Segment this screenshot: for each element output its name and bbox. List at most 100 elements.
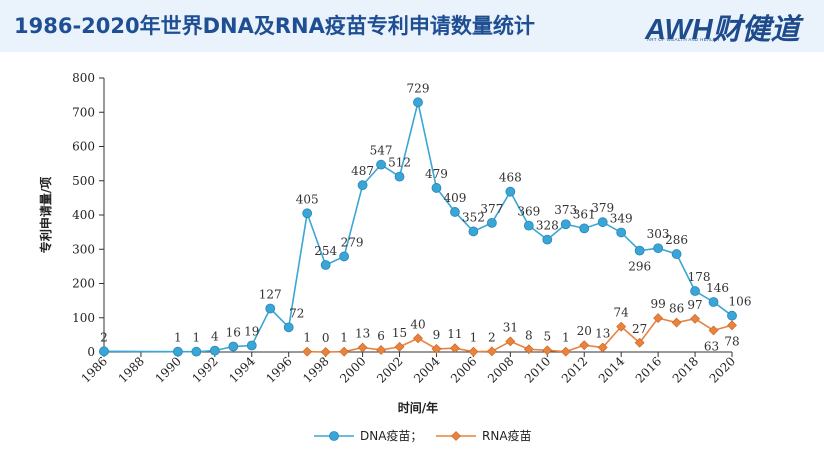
- rna-data-label: 78: [724, 334, 739, 348]
- x-tick-label: 2010: [522, 354, 553, 385]
- dna-data-label: 178: [688, 270, 711, 284]
- rna-point: [413, 333, 423, 344]
- dna-point: [468, 226, 479, 237]
- dna-point: [302, 208, 313, 219]
- header-bar: 1986-2020年世界DNA及RNA疫苗专利申请数量统计 AWH财健道 ART…: [0, 0, 824, 52]
- rna-data-label: 15: [392, 326, 407, 340]
- x-tick-label: 2018: [670, 354, 701, 385]
- dna-data-label: 468: [499, 171, 522, 185]
- dna-data-label: 373: [554, 203, 577, 217]
- x-tick-label: 2014: [596, 354, 628, 386]
- dna-data-label: 328: [536, 219, 559, 233]
- dna-data-label: 409: [443, 191, 466, 205]
- y-tick-label: 500: [72, 174, 95, 188]
- rna-point: [579, 340, 590, 351]
- rna-point: [450, 343, 460, 354]
- dna-point: [505, 186, 516, 197]
- rna-data-label: 1: [562, 331, 570, 345]
- rna-data-label: 5: [543, 329, 551, 343]
- rna-point: [523, 344, 534, 355]
- y-axis-title: 专利申请量/项: [38, 177, 53, 253]
- rna-line: [307, 317, 733, 353]
- x-tick-label: 2002: [374, 354, 405, 385]
- dna-data-label: 1: [193, 331, 201, 345]
- x-axis-title: 时间/年: [398, 400, 438, 415]
- rna-point: [320, 347, 331, 357]
- dna-data-label: 296: [628, 260, 651, 274]
- rna-data-label: 13: [355, 327, 370, 341]
- dna-point: [191, 346, 202, 357]
- rna-data-label: 11: [447, 327, 462, 341]
- dna-data-label: 377: [480, 202, 503, 216]
- dna-data-label: 19: [244, 324, 259, 338]
- x-tick-label: 2008: [485, 354, 516, 385]
- dna-point: [579, 223, 590, 234]
- dna-point: [523, 220, 534, 231]
- rna-data-label: 74: [614, 306, 630, 320]
- dna-point: [708, 297, 719, 307]
- logo-subtext: ART OF WEALTH AND HEALTH: [647, 37, 720, 42]
- dna-point: [283, 322, 294, 333]
- rna-point: [431, 343, 442, 354]
- rna-point: [376, 345, 386, 355]
- x-tick-label: 2004: [411, 354, 443, 386]
- rna-data-label: 97: [687, 298, 702, 312]
- rna-data-label: 0: [322, 331, 330, 345]
- x-tick-label: 2006: [448, 354, 479, 385]
- dna-point: [357, 180, 368, 191]
- rna-point: [394, 341, 405, 352]
- dna-data-label: 72: [289, 306, 304, 320]
- chart-card: 0 100 200 300 400 500 600 700 800 1986 1988 1990 199…: [10, 58, 814, 466]
- rna-data-label: 20: [577, 324, 592, 338]
- y-tick-label: 100: [72, 311, 95, 325]
- rna-point: [486, 346, 497, 357]
- rna-point: [542, 345, 553, 356]
- rna-data-label: 27: [632, 322, 647, 336]
- rna-data-label: 13: [595, 327, 610, 341]
- dna-point: [265, 303, 276, 314]
- x-tick-label: 2012: [559, 354, 590, 385]
- y-tick-label: 800: [72, 71, 95, 85]
- rna-point: [727, 320, 737, 331]
- rna-point: [302, 346, 313, 357]
- rna-point: [357, 342, 368, 353]
- y-tick-label: 200: [72, 277, 95, 291]
- rna-data-label: 1: [303, 331, 311, 345]
- x-tick-label: 1988: [116, 354, 147, 385]
- dna-point: [320, 260, 331, 270]
- x-tick-label: 1990: [153, 354, 184, 385]
- dna-point: [99, 346, 109, 357]
- dna-point: [394, 171, 405, 182]
- rna-data-label: 63: [704, 339, 719, 353]
- dna-data-label: 279: [341, 235, 364, 249]
- dna-data-label: 479: [425, 167, 448, 181]
- dna-point: [486, 217, 497, 228]
- dna-point: [616, 227, 627, 238]
- dna-data-label: 352: [462, 210, 485, 224]
- dna-data-label: 349: [610, 211, 633, 225]
- dna-point: [376, 159, 386, 170]
- rna-point: [653, 313, 664, 324]
- rna-data-label: 31: [503, 320, 518, 334]
- dna-point: [671, 249, 682, 259]
- dna-point: [431, 183, 442, 193]
- y-tick-label: 0: [87, 345, 95, 359]
- dna-data-label: 487: [351, 164, 374, 178]
- y-tick-label: 300: [72, 242, 95, 256]
- rna-point: [616, 321, 627, 332]
- x-tick-label: 2016: [633, 354, 664, 385]
- y-tick-label: 700: [72, 105, 95, 119]
- rna-point: [708, 325, 719, 336]
- rna-data-label: 6: [377, 329, 385, 343]
- rna-data-label: 86: [669, 302, 684, 316]
- dna-data-label: 405: [296, 192, 319, 206]
- x-tick-label: 2020: [707, 354, 738, 385]
- rna-point: [690, 313, 700, 324]
- dna-data-label: 106: [729, 295, 752, 309]
- y-tick-label: 600: [72, 140, 95, 154]
- dna-data-label: 369: [517, 205, 540, 219]
- dna-data-label: 547: [370, 144, 393, 158]
- dna-point: [653, 243, 664, 254]
- rna-point: [505, 336, 516, 347]
- x-tick-label: 1994: [226, 354, 258, 386]
